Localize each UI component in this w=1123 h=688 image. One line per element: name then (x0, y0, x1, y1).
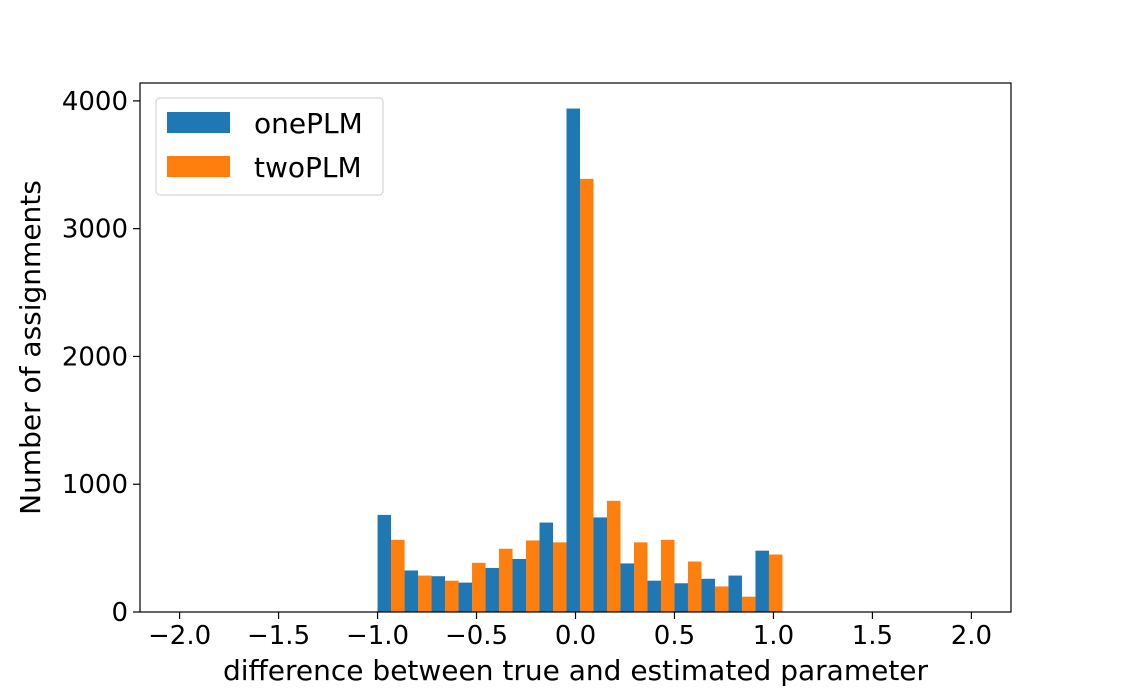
y-tick-label: 3000 (62, 215, 128, 245)
legend: onePLM twoPLM (155, 97, 384, 196)
y-tick-label: 2000 (62, 342, 128, 372)
bar-twoplm-1 (418, 575, 432, 612)
x-tick-label: 2.0 (951, 621, 992, 651)
bar-twoplm-6 (553, 542, 567, 612)
legend-label-oneplm: onePLM (254, 107, 363, 140)
x-tick-label: −1.5 (247, 621, 310, 651)
bar-twoplm-0 (391, 539, 405, 612)
bar-oneplm-11 (674, 583, 688, 612)
bar-twoplm-2 (445, 580, 459, 612)
y-tick-label: 4000 (62, 87, 128, 117)
bar-twoplm-11 (687, 561, 702, 612)
bar-oneplm-10 (647, 580, 661, 612)
x-tick-label: −0.5 (445, 621, 508, 651)
bar-oneplm-14 (755, 550, 769, 612)
bar-twoplm-14 (768, 554, 783, 612)
bar-oneplm-5 (512, 558, 527, 612)
bar-twoplm-8 (606, 500, 621, 612)
bar-twoplm-10 (660, 539, 675, 612)
legend-label-twoplm: twoPLM (254, 151, 362, 184)
bar-twoplm-7 (579, 178, 594, 612)
x-tick-label: 1.5 (852, 621, 893, 651)
x-tick-label: 0.5 (654, 621, 695, 651)
y-tick-label: 1000 (62, 470, 128, 500)
y-axis-label: Number of assignments (14, 180, 47, 515)
bar-twoplm-3 (472, 562, 486, 612)
y-axis: 0 1000 2000 3000 4000 (62, 87, 140, 628)
x-tick-label: −1.0 (346, 621, 409, 651)
bar-oneplm-8 (593, 517, 607, 612)
bar-twoplm-13 (741, 596, 756, 612)
x-axis-label: difference between true and estimated pa… (223, 654, 929, 687)
legend-swatch-oneplm (167, 112, 230, 133)
x-tick-label: 0.0 (555, 621, 596, 651)
bar-oneplm-1 (404, 570, 419, 612)
x-tick-label: 1.0 (753, 621, 794, 651)
bar-oneplm-7 (566, 108, 580, 612)
x-axis: −2.0 −1.5 −1.0 −0.5 0.0 0.5 1.0 1.5 2.0 (148, 612, 992, 651)
bar-twoplm-4 (499, 548, 513, 612)
bar-oneplm-13 (728, 575, 742, 612)
bar-oneplm-0 (377, 514, 392, 612)
x-tick-label: −2.0 (148, 621, 211, 651)
bar-oneplm-12 (701, 578, 715, 612)
bar-oneplm-6 (539, 522, 553, 612)
bar-oneplm-2 (431, 576, 446, 612)
legend-swatch-twoplm (167, 156, 230, 177)
bar-oneplm-9 (620, 563, 634, 612)
bar-twoplm-12 (714, 586, 729, 612)
bars-group (377, 108, 783, 612)
bar-oneplm-3 (458, 582, 473, 612)
bar-twoplm-9 (633, 542, 648, 612)
bar-twoplm-5 (526, 540, 540, 612)
y-tick-label: 0 (111, 598, 128, 628)
bar-oneplm-4 (485, 567, 500, 612)
